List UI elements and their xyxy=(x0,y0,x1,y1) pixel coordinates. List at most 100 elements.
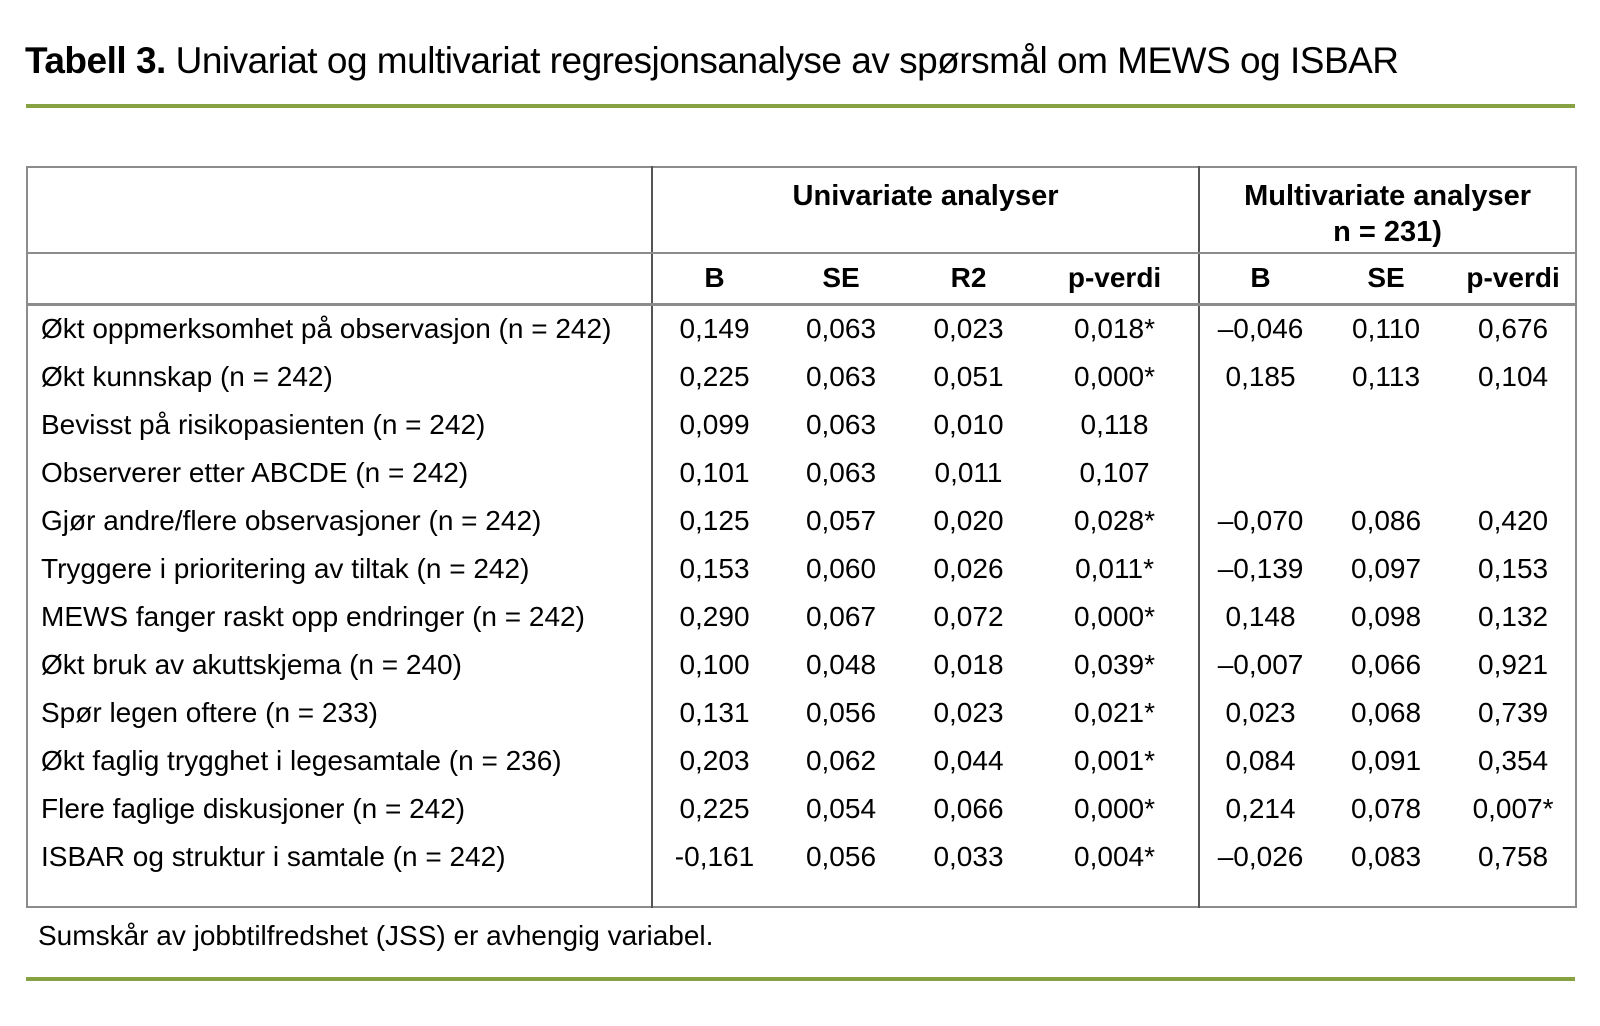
table-row: Spør legen oftere (n = 233) 0,131 0,056 … xyxy=(27,688,1576,737)
cell-multi-pverdi: 0,420 xyxy=(1478,504,1549,536)
row-label: ISBAR og struktur i samtale (n = 242) xyxy=(27,832,653,881)
table-row: Økt bruk av akuttskjema (n = 240) 0,100 … xyxy=(27,640,1576,689)
cell-uni-b: 0,101 xyxy=(679,456,750,488)
cell-multi-se: 0,078 xyxy=(1351,792,1422,824)
cell-uni-r2: 0,033 xyxy=(933,840,1004,872)
cell-multi-pverdi: 0,104 xyxy=(1478,360,1549,392)
spacer-cell xyxy=(906,881,1031,907)
cell-multi-se: 0,091 xyxy=(1351,744,1422,776)
cell-multi-b: –0,026 xyxy=(1217,840,1304,872)
cell-multi-pverdi: 0,007* xyxy=(1472,792,1554,824)
cell-multi-pverdi: 0,739 xyxy=(1478,696,1549,728)
row-label: Økt bruk av akuttskjema (n = 240) xyxy=(27,640,653,689)
row-label: Økt oppmerksomhet på observasjon (n = 24… xyxy=(27,304,653,353)
col-header-uni-b: B xyxy=(652,252,776,306)
cell-multi-se: 0,110 xyxy=(1352,313,1421,345)
col-header-uni-r2: R2 xyxy=(906,252,1031,306)
cell-uni-se: 0,060 xyxy=(805,552,877,584)
cell-uni-pverdi: 0,039* xyxy=(1031,640,1201,689)
row-label: Økt faglig trygghet i legesamtale (n = 2… xyxy=(27,736,653,785)
cell-uni-pverdi: 0,000* xyxy=(1031,784,1201,833)
cell-uni-se: 0,063 xyxy=(805,313,877,345)
cell-uni-b: 0,100 xyxy=(679,648,750,680)
corner-cell-2 xyxy=(27,252,653,306)
row-label: Observerer etter ABCDE (n = 242) xyxy=(27,448,653,497)
univariate-group-header: Univariate analyser xyxy=(652,167,1201,254)
cell-uni-b: 0,153 xyxy=(679,552,750,584)
table-row: Tryggere i prioritering av tiltak (n = 2… xyxy=(27,544,1576,593)
cell-uni-b: 0,149 xyxy=(679,313,750,345)
cell-multi-b: –0,139 xyxy=(1217,552,1304,584)
cell-multi-pverdi: 0,132 xyxy=(1478,600,1549,632)
table-row: Gjør andre/flere observasjoner (n = 242)… xyxy=(27,496,1576,545)
table-bottom-spacer xyxy=(27,880,1576,907)
cell-multi-b: 0,023 xyxy=(1225,696,1296,728)
cell-multi-b: 0,148 xyxy=(1225,600,1296,632)
cell-uni-r2: 0,020 xyxy=(933,504,1004,536)
cell-uni-pverdi: 0,028* xyxy=(1031,496,1201,545)
multivariate-group-header: Multivariate analyser n = 231) xyxy=(1199,167,1577,254)
cell-uni-pverdi: 0,107 xyxy=(1031,448,1201,497)
cell-multi-se xyxy=(1321,449,1451,497)
table-row: Økt faglig trygghet i legesamtale (n = 2… xyxy=(27,736,1576,785)
cell-uni-pverdi: 0,004* xyxy=(1031,832,1201,881)
cell-uni-r2: 0,026 xyxy=(933,552,1004,584)
cell-multi-pverdi: 0,354 xyxy=(1478,744,1549,776)
cell-multi-b: 0,214 xyxy=(1225,792,1296,824)
cell-uni-b: 0,225 xyxy=(679,360,750,392)
cell-uni-b: 0,131 xyxy=(679,696,750,728)
row-label: Flere faglige diskusjoner (n = 242) xyxy=(27,784,653,833)
cell-uni-pverdi: 0,000* xyxy=(1031,592,1201,641)
cell-uni-b: 0,290 xyxy=(679,600,750,632)
col-header-uni-pverdi: p-verdi xyxy=(1031,252,1201,306)
cell-multi-b: 0,084 xyxy=(1225,744,1296,776)
spacer-cell xyxy=(1321,881,1451,907)
group-header-row: Univariate analyser Multivariate analyse… xyxy=(27,167,1577,254)
cell-multi-se: 0,066 xyxy=(1351,648,1422,680)
cell-uni-r2: 0,023 xyxy=(933,696,1004,728)
cell-uni-se: 0,062 xyxy=(805,744,877,776)
table-row: Flere faglige diskusjoner (n = 242) 0,22… xyxy=(27,784,1576,833)
cell-uni-pverdi: 0,001* xyxy=(1031,736,1201,785)
cell-uni-pverdi: 0,118 xyxy=(1031,400,1201,449)
cell-uni-se: 0,063 xyxy=(805,456,877,488)
row-label: Økt kunnskap (n = 242) xyxy=(27,352,653,401)
cell-uni-r2: 0,023 xyxy=(933,313,1004,345)
cell-uni-b: 0,203 xyxy=(679,744,750,776)
cell-uni-pverdi: 0,000* xyxy=(1031,352,1201,401)
row-label: Gjør andre/flere observasjoner (n = 242) xyxy=(27,496,653,545)
cell-uni-se: 0,054 xyxy=(805,792,877,824)
table-footnote: Sumskår av jobbtilfredshet (JSS) er avhe… xyxy=(38,920,714,951)
cell-multi-se: 0,086 xyxy=(1351,504,1422,536)
cell-uni-r2: 0,072 xyxy=(933,600,1004,632)
col-header-uni-se: SE xyxy=(776,252,906,306)
spacer-cell xyxy=(652,881,776,907)
table-row: Bevisst på risikopasienten (n = 242) 0,0… xyxy=(27,400,1576,449)
cell-uni-r2: 0,051 xyxy=(933,360,1004,392)
cell-multi-se: 0,097 xyxy=(1351,552,1422,584)
cell-uni-se: 0,048 xyxy=(805,648,877,680)
cell-uni-r2: 0,044 xyxy=(933,744,1004,776)
table-title: Tabell 3. Univariat og multivariat regre… xyxy=(25,40,1575,82)
cell-uni-pverdi: 0,021* xyxy=(1031,688,1201,737)
cell-uni-se: 0,057 xyxy=(805,504,877,536)
table-title-label: Tabell 3. xyxy=(25,40,166,81)
cell-multi-se xyxy=(1321,401,1451,449)
cell-multi-pverdi xyxy=(1451,401,1576,449)
cell-uni-r2: 0,011 xyxy=(934,456,1003,488)
col-header-multi-se: SE xyxy=(1321,252,1452,306)
cell-multi-se: 0,098 xyxy=(1351,600,1422,632)
multivariate-group-header-line2: n = 231) xyxy=(1333,216,1442,249)
table-row: Observerer etter ABCDE (n = 242) 0,101 0… xyxy=(27,448,1576,497)
cell-uni-b: 0,099 xyxy=(679,408,750,440)
spacer-cell xyxy=(27,880,653,907)
cell-uni-se: 0,067 xyxy=(805,600,877,632)
cell-multi-pverdi: 0,153 xyxy=(1478,552,1549,584)
column-header-row: B SE R2 p-verdi B SE p-verdi xyxy=(27,252,1577,306)
row-label: Tryggere i prioritering av tiltak (n = 2… xyxy=(27,544,653,593)
spacer-cell xyxy=(776,881,906,907)
cell-uni-se: 0,056 xyxy=(805,840,877,872)
cell-multi-b: –0,007 xyxy=(1217,648,1304,680)
cell-uni-pverdi: 0,011* xyxy=(1031,544,1201,593)
